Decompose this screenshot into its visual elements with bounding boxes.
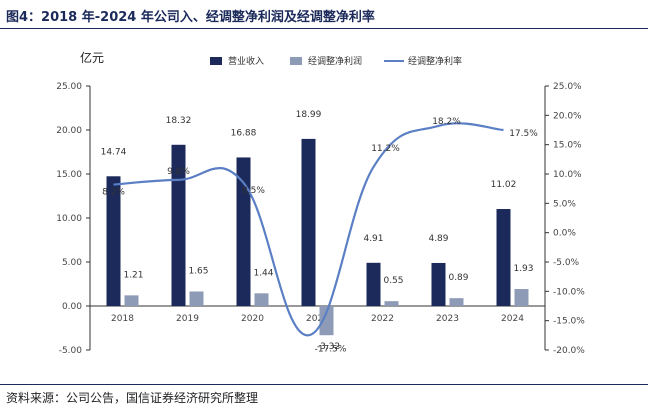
net-profit-label: 1.21 — [123, 270, 143, 280]
bar-adjusted-net-profit — [254, 293, 269, 306]
revenue-label: 18.99 — [296, 110, 322, 120]
y2-tick-label: 10.0% — [553, 170, 582, 180]
y2-tick-label: 20.0% — [553, 111, 582, 121]
x-tick-label: 2021 — [306, 314, 329, 324]
margin-label: 8.5% — [242, 186, 265, 196]
legend-label: 经调整净利润 — [308, 55, 362, 67]
legend-label: 经调整净利率 — [408, 55, 462, 67]
y2-tick-label: -5.0% — [553, 258, 580, 268]
bar-revenue — [366, 262, 381, 306]
net-profit-label: 1.44 — [253, 268, 273, 278]
bar-revenue — [301, 138, 316, 306]
net-profit-label: 1.65 — [188, 266, 208, 276]
bar-adjusted-net-profit — [384, 301, 399, 306]
revenue-label: 4.89 — [428, 234, 448, 244]
y2-tick-label: -15.0% — [553, 317, 585, 327]
net-profit-label: 1.93 — [513, 264, 533, 274]
revenue-label: 18.32 — [166, 116, 192, 126]
y-tick-label: 20.00 — [56, 126, 82, 136]
axes: 25.00 20.00 15.00 10.00 5.00 0.00 -5.00 25.0% 20… — [56, 82, 585, 356]
legend: 营业收入 经调整净利润 经调整净利率 — [210, 55, 462, 67]
margin-label: 18.2% — [432, 117, 461, 127]
net-profit-label: 0.55 — [383, 276, 403, 286]
bar-revenue — [106, 176, 121, 306]
y-tick-label: 0.00 — [62, 302, 82, 312]
margin-line-path — [113, 122, 504, 337]
margin-label: -17.5% — [315, 344, 347, 354]
y2-tick-label: 15.0% — [553, 141, 582, 151]
revenue-label: 4.91 — [363, 234, 383, 244]
legend-swatch — [290, 57, 302, 65]
x-tick-label: 2023 — [436, 314, 459, 324]
chart: 亿元 营业收入 经调整净利润 经调整净利率 25.00 20.00 15.00 10.00… — [56, 50, 585, 356]
margin-line — [113, 122, 504, 337]
net-profit-label: -3.32 — [317, 342, 340, 352]
y2-tick-label: -10.0% — [553, 287, 585, 297]
y-tick-label: 10.00 — [56, 214, 82, 224]
bottom-rule — [0, 384, 648, 385]
x-tick-label: 2020 — [241, 314, 264, 324]
bar-adjusted-net-profit — [189, 291, 204, 306]
y-tick-label: 25.00 — [56, 82, 82, 92]
revenue-label: 14.74 — [101, 147, 127, 157]
net-profit-label: 0.89 — [448, 273, 468, 283]
data-labels: 14.74 18.32 16.88 18.99 4.91 4.89 11.02 1.21 1.6… — [101, 110, 539, 354]
y-tick-label: 15.00 — [56, 170, 82, 180]
margin-label: 8.2% — [102, 188, 125, 198]
revenue-label: 11.02 — [491, 180, 517, 190]
figure-title: 图4：2018 年-2024 年公司入、经调整净利润及经调整净利率 — [6, 10, 375, 25]
bar-revenue — [236, 157, 251, 306]
y-axis-label: 亿元 — [80, 50, 104, 65]
x-tick-label: 2024 — [501, 314, 524, 324]
x-tick-label: 2018 — [111, 314, 134, 324]
y2-tick-label: 25.0% — [553, 82, 582, 92]
y-tick-label: 5.00 — [62, 258, 82, 268]
y2-tick-label: 5.0% — [553, 199, 576, 209]
bar-adjusted-net-profit — [319, 306, 334, 336]
bar-revenue — [496, 209, 511, 306]
bar-revenue — [171, 144, 186, 306]
legend-label: 营业收入 — [228, 55, 264, 67]
y2-tick-label: -20.0% — [553, 346, 585, 356]
bar-revenue — [431, 262, 446, 306]
y-tick-label: -5.00 — [59, 346, 83, 356]
legend-swatch — [210, 57, 222, 65]
bar-adjusted-net-profit — [514, 289, 529, 306]
x-tick-label: 2019 — [176, 314, 199, 324]
x-tick-label: 2022 — [371, 314, 394, 324]
margin-label: 17.5% — [509, 129, 538, 139]
source-note: 资料来源：公司公告，国信证券经济研究所整理 — [6, 391, 259, 405]
margin-label: 11.2% — [371, 144, 400, 154]
top-rule — [0, 28, 648, 29]
bar-adjusted-net-profit — [449, 298, 464, 306]
bars — [106, 138, 529, 336]
y2-tick-label: 0.0% — [553, 229, 576, 239]
revenue-label: 16.88 — [231, 128, 257, 138]
margin-label: 9.0% — [167, 167, 190, 177]
bar-adjusted-net-profit — [124, 295, 139, 306]
